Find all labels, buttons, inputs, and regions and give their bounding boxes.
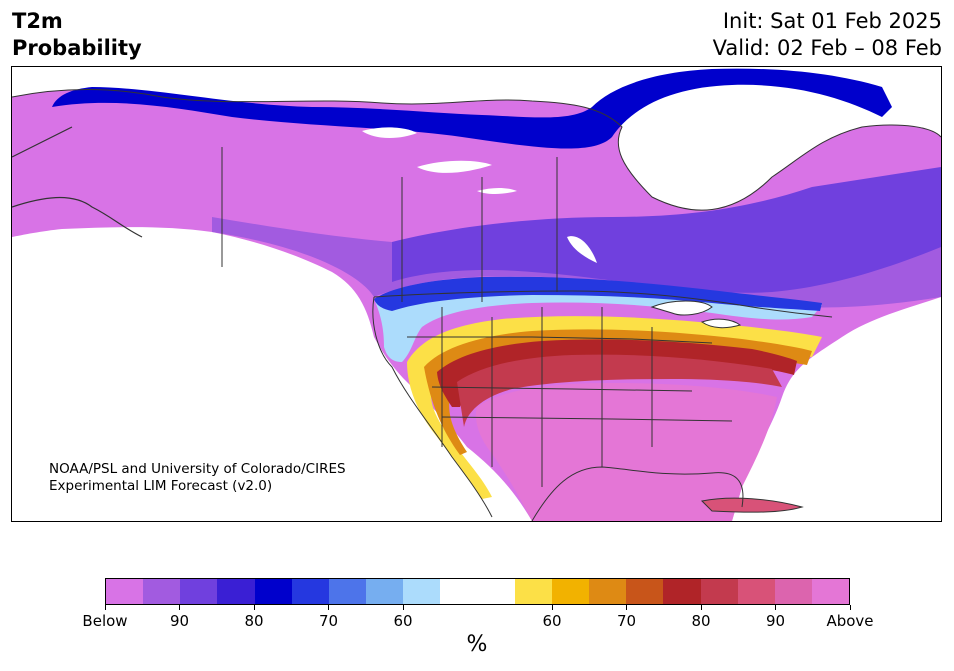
below-band-80 [392,167,941,293]
forecast-dates: Init: Sat 01 Feb 2025 Valid: 02 Feb – 08… [713,8,942,62]
colorbar-tick-label: 90 [765,612,786,630]
colorbar-segment [774,579,812,604]
colorbar-tick-label: 90 [169,612,190,630]
map-canvas [12,68,941,521]
colorbar-tick-label: 70 [318,612,339,630]
colorbar-tick-mark [402,605,404,610]
above-band-90 [457,354,782,427]
colorbar-tick-mark [775,605,776,610]
colorbar-segment [737,579,775,604]
colorbar-segment [440,579,478,604]
colorbar-tick-label: 80 [691,612,711,630]
colorbar-segment [477,579,515,604]
credit-line-2: Experimental LIM Forecast (v2.0) [49,478,273,494]
below-band-70 [374,276,822,311]
colorbar-segment [700,579,738,604]
colorbar-segment [514,579,552,604]
colorbar-segment [217,579,255,604]
above-band-80 [437,339,797,407]
colorbar-segment [403,579,441,604]
colorbar-tick-label: 60 [393,612,413,630]
colorbar-segment [663,579,701,604]
colorbar-segment [328,579,367,604]
alaska-coastline [12,126,143,238]
credit-text: NOAA/PSL and University of Colorado/CIRE… [49,461,346,495]
colorbar-tick-mark [328,605,329,610]
colorbar-segment [254,579,292,604]
colorbar-tick-mark [104,605,106,610]
colorbar-unit: % [466,632,488,657]
credit-line-1: NOAA/PSL and University of Colorado/CIRE… [49,461,346,477]
political-borders [12,88,941,521]
above-band-60 [407,316,822,499]
colorbar-segment [106,579,144,604]
colorbar-tick-mark [849,605,851,610]
above-band-extreme [475,383,777,521]
valid-range: Valid: 02 Feb – 08 Feb [712,36,942,60]
colorbar-tick-mark [253,605,255,610]
map-title: T2m Probability [12,8,142,62]
colorbar-tick-mark [551,605,553,610]
colorbar-tick-label: 60 [542,612,562,630]
colorbar-segment [291,579,329,604]
init-date: Init: Sat 01 Feb 2025 [722,9,942,33]
colorbar-tick-label: 80 [244,612,264,630]
title-type: Probability [12,36,142,60]
colorbar-tick-mark [179,605,180,610]
colorbar-segment [551,579,590,604]
probability-map [11,66,942,522]
colorbar-tick-mark [700,605,702,610]
colorbar-segment [180,579,218,604]
great-lakes [650,300,742,329]
colorbar-segment [143,579,181,604]
colorbar-segment [626,579,664,604]
colorbar-segment [589,579,627,604]
below-band-arctic [52,68,892,149]
colorbar-segment [366,579,404,604]
colorbar-tick-label: Below [82,612,128,630]
caribbean-island [700,497,804,513]
colorbar-tick-mark [626,605,627,610]
probability-colorbar [105,578,850,605]
colorbar-segment [811,579,850,604]
colorbar-tick-label: Above [826,612,874,630]
colorbar-tick-label: 70 [616,612,637,630]
title-variable: T2m [12,9,63,33]
